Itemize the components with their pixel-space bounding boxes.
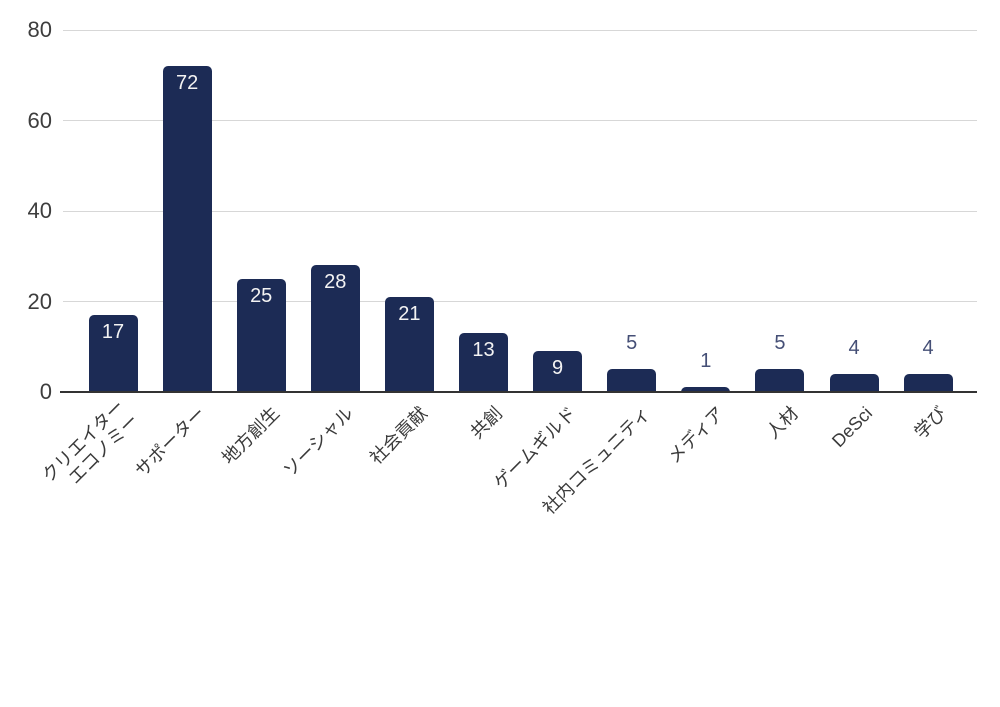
gridline bbox=[63, 29, 977, 31]
y-axis-tick-label: 0 bbox=[39, 379, 52, 404]
x-axis-baseline bbox=[60, 391, 977, 393]
bar-chart: 0 20 40 60 80 17 クリエイター エコノミー 72 サポーター 25 地方創生 28 ソーシ… bbox=[27, 17, 977, 518]
bar-value-label: 9 bbox=[552, 357, 564, 380]
y-axis-tick-label: 40 bbox=[27, 198, 52, 223]
bar-value-label: 21 bbox=[398, 302, 421, 325]
bar[interactable] bbox=[829, 373, 879, 392]
bar-value-label: 25 bbox=[250, 284, 273, 307]
bar-value-label: 72 bbox=[175, 72, 199, 95]
bar-value-label: 4 bbox=[922, 336, 934, 359]
bar[interactable] bbox=[755, 369, 805, 392]
y-axis-tick-label: 20 bbox=[27, 288, 52, 314]
bar[interactable] bbox=[384, 296, 434, 392]
gridline bbox=[63, 301, 977, 302]
bar[interactable] bbox=[88, 315, 138, 392]
plot-area: 0 20 40 60 80 17 クリエイター エコノミー 72 サポーター 25 地方創生 28 ソーシ… bbox=[27, 17, 977, 518]
y-axis-tick-label: 80 bbox=[27, 17, 52, 42]
bar[interactable] bbox=[681, 387, 731, 392]
bar-value-label: 4 bbox=[848, 336, 860, 359]
bar[interactable] bbox=[459, 333, 508, 392]
bar-value-label: 13 bbox=[472, 339, 495, 362]
bar[interactable] bbox=[607, 369, 657, 392]
x-axis-label: 学び bbox=[910, 403, 951, 443]
bar[interactable] bbox=[533, 351, 583, 392]
gridline bbox=[63, 120, 977, 121]
bar-value-label: 5 bbox=[774, 332, 786, 355]
gridline bbox=[63, 210, 977, 212]
bar-value-label: 5 bbox=[626, 332, 638, 355]
bar[interactable] bbox=[162, 66, 212, 392]
bar[interactable] bbox=[236, 278, 286, 392]
bar-value-label: 28 bbox=[324, 271, 347, 294]
y-axis-tick-label: 60 bbox=[27, 107, 52, 133]
bar[interactable] bbox=[310, 265, 360, 392]
bar-value-label: 1 bbox=[700, 350, 712, 373]
bar-value-label: 17 bbox=[101, 321, 125, 344]
bar[interactable] bbox=[903, 373, 953, 392]
